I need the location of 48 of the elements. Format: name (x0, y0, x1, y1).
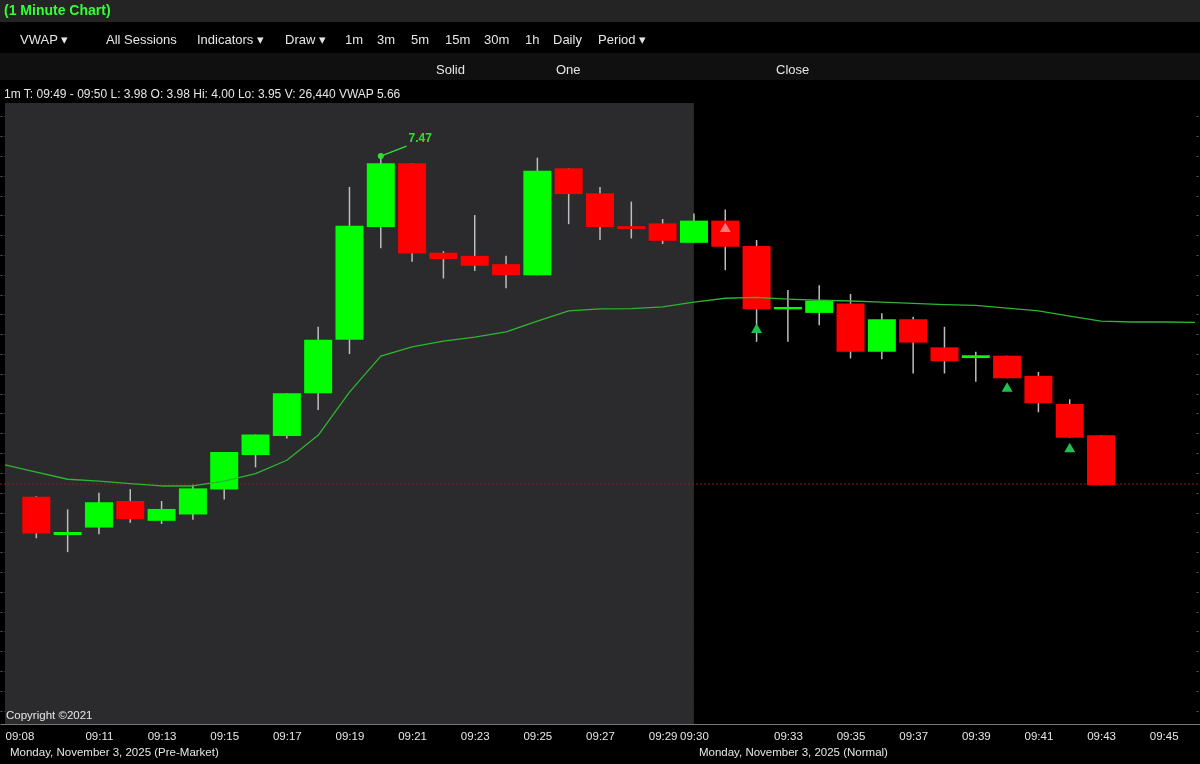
text: Daily (553, 32, 583, 47)
text: One (556, 62, 581, 77)
text: Copyright ©2021 (6, 709, 93, 721)
x-tick-label: 09:15 (210, 729, 240, 742)
candlestick (617, 200, 646, 240)
x-tick-label: 09:45 (1149, 729, 1179, 742)
text: 3m (377, 32, 396, 47)
text: 30m (484, 32, 510, 47)
x-tick-label: 09:29 (648, 729, 678, 742)
point (1001, 382, 1013, 392)
x-tick-label: 09:19 (335, 729, 365, 742)
candlestick (53, 508, 82, 553)
x-tick-label: 09:43 (1087, 729, 1116, 742)
x-tick-label: 09:39 (961, 729, 991, 742)
text: 1h (525, 32, 540, 47)
text: 1m (345, 32, 364, 47)
text: VWAP ▾ (20, 32, 69, 47)
annotation: 7.47 (408, 131, 433, 146)
x-tick-label: 09:11 (85, 729, 114, 742)
point (1064, 442, 1076, 453)
text: Close (776, 62, 810, 77)
x-tick-label: 09:17 (272, 729, 302, 742)
x-tick-label: 09:27 (586, 729, 615, 742)
x-tick-label: 09:37 (899, 729, 929, 742)
x-tick-label: 09:41 (1024, 729, 1054, 742)
text: Indicators ▾ (197, 32, 264, 47)
candlestick (429, 250, 458, 280)
x-tick-label: 09:30 (680, 729, 709, 742)
x-tick-label: 09:08 (5, 729, 35, 742)
band-label: Monday, November 3, 2025 (Normal) (698, 746, 889, 758)
text: 15m (445, 32, 471, 47)
x-tick-label: 09:23 (460, 729, 490, 742)
text: Solid (436, 62, 465, 77)
x-tick-label: 09:25 (523, 729, 553, 742)
text: 5m (411, 32, 430, 47)
point (751, 323, 763, 334)
x-tick-label: 09:35 (836, 729, 866, 742)
band-label: Monday, November 3, 2025 (Pre-Market) (10, 746, 219, 758)
text: Draw ▾ (285, 32, 326, 47)
x-tick-label: 09:33 (774, 729, 803, 742)
text: 1m T: 09:49 - 09:50 L: 3.98 O: 3.98 Hi: 4.00 Lo: 3.95 V: 26,440 VWAP 5.66 (4, 87, 401, 101)
text: Period ▾ (598, 32, 647, 47)
candlestick (961, 350, 990, 383)
x-tick-label: 09:21 (398, 729, 427, 742)
candlestick (460, 214, 489, 272)
x-tick-label: 09:13 (147, 729, 177, 742)
text: All Sessions (106, 32, 178, 47)
chart-title: (1 Minute Chart) (4, 2, 111, 18)
